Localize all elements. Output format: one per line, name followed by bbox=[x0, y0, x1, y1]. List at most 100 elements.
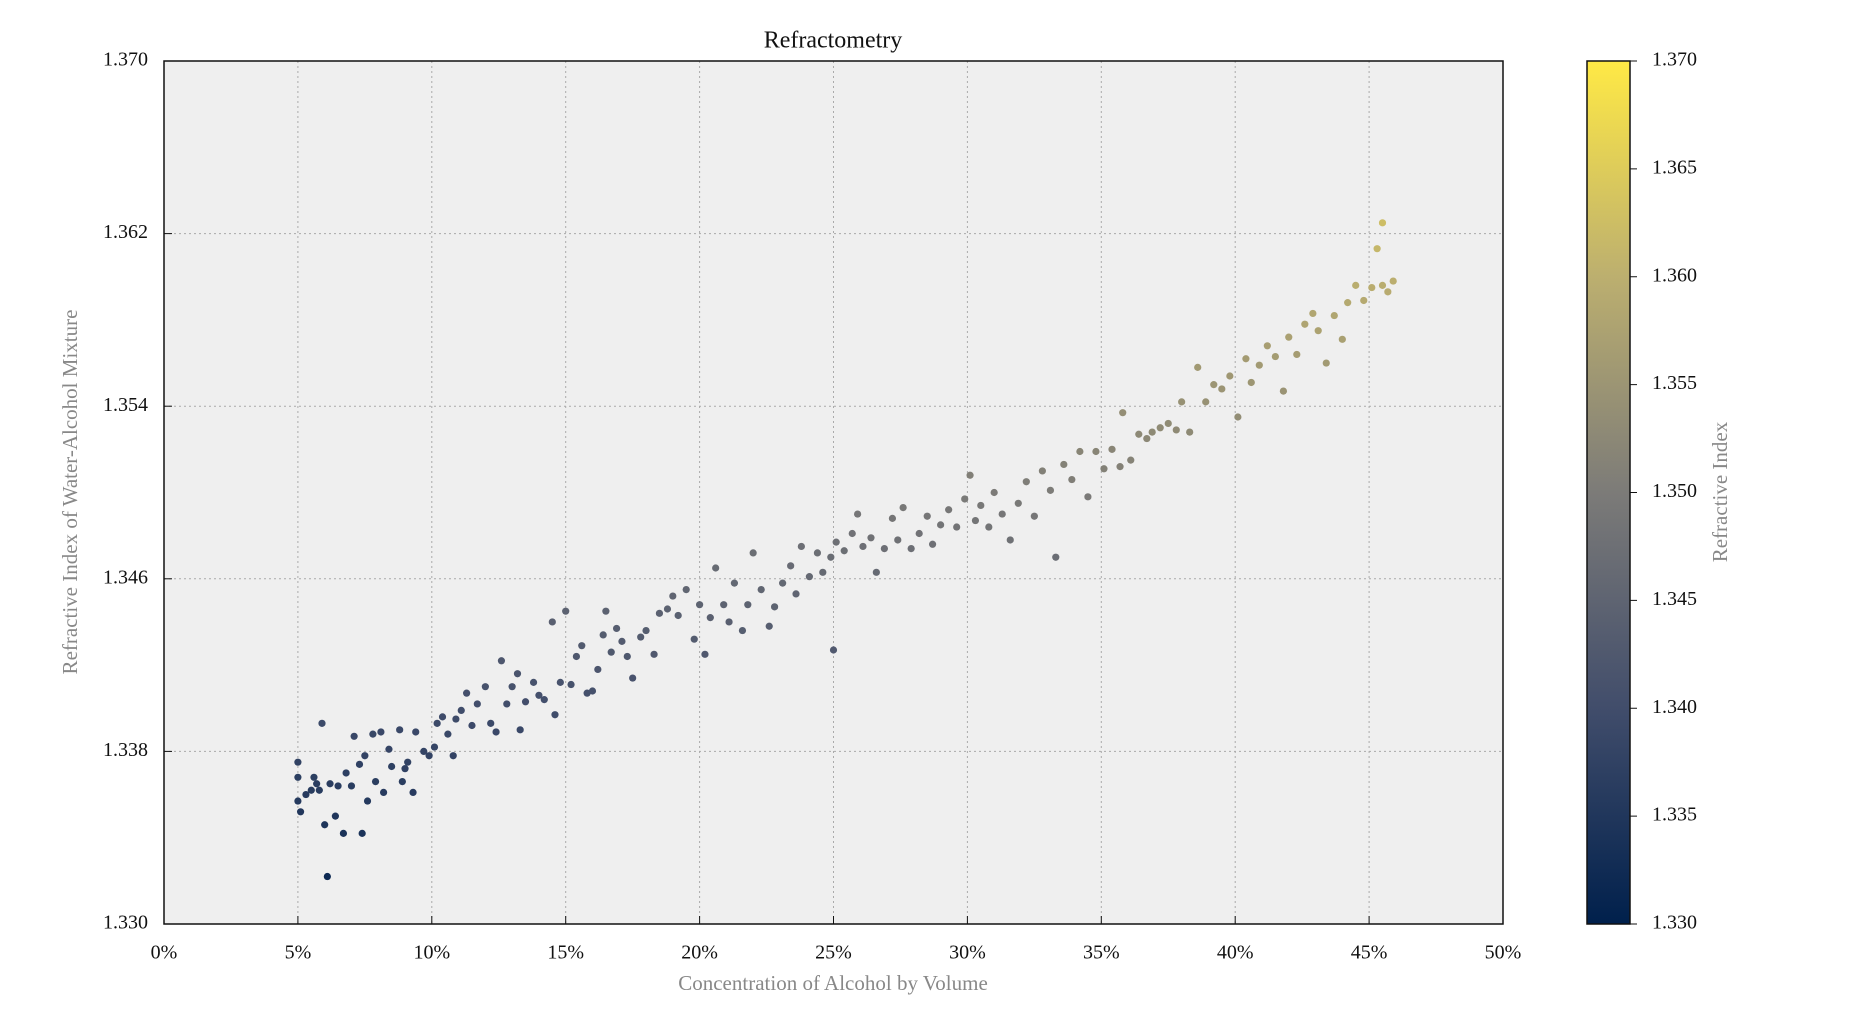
x-tick-label: 45% bbox=[1351, 942, 1388, 964]
scatter-point bbox=[1119, 409, 1127, 417]
x-tick-label: 15% bbox=[547, 942, 584, 964]
scatter-point bbox=[1164, 419, 1172, 428]
colorbar-tick-label: 1.370 bbox=[1652, 49, 1697, 71]
scatter-point bbox=[832, 538, 840, 546]
scatter-point bbox=[355, 760, 364, 768]
x-tick-label: 5% bbox=[285, 942, 312, 964]
scatter-point bbox=[294, 758, 302, 766]
scatter-point bbox=[1194, 363, 1202, 371]
scatter-point bbox=[669, 592, 677, 600]
scatter-point bbox=[347, 782, 356, 790]
y-tick-label: 1.370 bbox=[103, 49, 148, 71]
x-tick-label: 35% bbox=[1083, 942, 1120, 964]
scatter-point bbox=[854, 510, 862, 518]
scatter-point bbox=[977, 501, 985, 510]
scatter-point bbox=[369, 730, 377, 738]
scatter-point bbox=[623, 652, 631, 661]
scatter-point bbox=[1344, 299, 1352, 307]
scatter-point bbox=[1092, 447, 1100, 456]
scatter-point bbox=[1210, 381, 1218, 389]
y-tick-label: 1.362 bbox=[103, 221, 148, 243]
scatter-point bbox=[1014, 499, 1022, 507]
x-tick-label: 10% bbox=[413, 942, 450, 964]
scatter-point bbox=[377, 728, 385, 736]
scatter-point bbox=[1068, 475, 1076, 484]
scatter-point bbox=[725, 618, 733, 626]
scatter-point bbox=[1135, 430, 1143, 438]
scatter-point bbox=[307, 786, 315, 794]
scatter-point bbox=[682, 585, 690, 594]
colorbar-tick-label: 1.365 bbox=[1652, 156, 1697, 178]
scatter-point bbox=[294, 797, 302, 805]
scatter-point bbox=[548, 618, 556, 626]
plot-frame bbox=[163, 60, 1504, 925]
scatter-point bbox=[444, 730, 452, 738]
colorbar bbox=[1586, 60, 1631, 925]
x-tick-label: 0% bbox=[151, 942, 178, 964]
scatter-point bbox=[730, 579, 739, 587]
scatter-point bbox=[1330, 311, 1338, 320]
scatter-point bbox=[813, 549, 822, 557]
scatter-point bbox=[1202, 398, 1210, 406]
colorbar-tick-label: 1.350 bbox=[1652, 480, 1697, 502]
scatter-point bbox=[358, 829, 366, 837]
colorbar-tick-label: 1.360 bbox=[1652, 264, 1697, 286]
scatter-point bbox=[361, 752, 369, 760]
scatter-point bbox=[385, 745, 393, 753]
scatter-point bbox=[396, 726, 404, 734]
colorbar-tick-label: 1.330 bbox=[1652, 912, 1697, 934]
scatter-point bbox=[1384, 288, 1392, 296]
scatter-point bbox=[1172, 426, 1180, 434]
scatter-point bbox=[749, 549, 757, 557]
scatter-point bbox=[770, 603, 779, 611]
scatter-point bbox=[787, 562, 795, 570]
scatter-point bbox=[642, 626, 650, 635]
scatter-point bbox=[302, 790, 310, 799]
scatter-point bbox=[1076, 447, 1084, 456]
scatter-point bbox=[529, 678, 538, 686]
scatter-point bbox=[492, 728, 500, 736]
scatter-point bbox=[663, 605, 672, 613]
scatter-point bbox=[888, 514, 897, 522]
x-tick-label: 50% bbox=[1485, 942, 1522, 964]
colorbar-tick-label: 1.335 bbox=[1652, 804, 1697, 826]
scatter-point bbox=[551, 711, 559, 719]
scatter-point bbox=[540, 696, 548, 704]
scatter-point bbox=[899, 504, 907, 512]
colorbar-tick-label: 1.340 bbox=[1652, 696, 1697, 718]
scatter-point bbox=[497, 657, 506, 665]
scatter-point bbox=[379, 788, 388, 796]
scatter-point bbox=[473, 700, 481, 708]
chart-title: Refractometry bbox=[764, 28, 903, 54]
scatter-point bbox=[409, 788, 417, 796]
scatter-point bbox=[805, 573, 813, 581]
scatter-point bbox=[937, 521, 945, 529]
scatter-point bbox=[1148, 428, 1156, 436]
scatter-point bbox=[449, 752, 457, 760]
scatter-point bbox=[315, 786, 323, 794]
scatter-point bbox=[1226, 372, 1234, 380]
scatter-point bbox=[1368, 283, 1376, 292]
scatter-point bbox=[928, 540, 937, 548]
scatter-point bbox=[371, 778, 380, 786]
scatter-point bbox=[508, 683, 516, 691]
scatter-point bbox=[433, 719, 441, 727]
x-tick-label: 25% bbox=[815, 942, 852, 964]
scatter-point bbox=[867, 534, 875, 542]
scatter-point bbox=[323, 872, 331, 881]
scatter-point bbox=[321, 821, 329, 829]
scatter-point bbox=[923, 512, 931, 520]
scatter-point bbox=[556, 678, 564, 686]
scatter-point bbox=[765, 622, 773, 630]
scatter-point bbox=[696, 601, 704, 609]
scatter-point bbox=[1186, 428, 1194, 436]
scatter-point bbox=[1100, 465, 1108, 473]
scatter-point bbox=[1255, 361, 1263, 369]
scatter-point bbox=[792, 590, 800, 598]
scatter-point bbox=[503, 700, 511, 708]
scatter-point bbox=[594, 665, 602, 674]
scatter-point bbox=[1301, 320, 1309, 328]
scatter-point bbox=[712, 564, 720, 572]
scatter-point bbox=[1234, 413, 1242, 421]
scatter-point bbox=[1360, 296, 1368, 305]
